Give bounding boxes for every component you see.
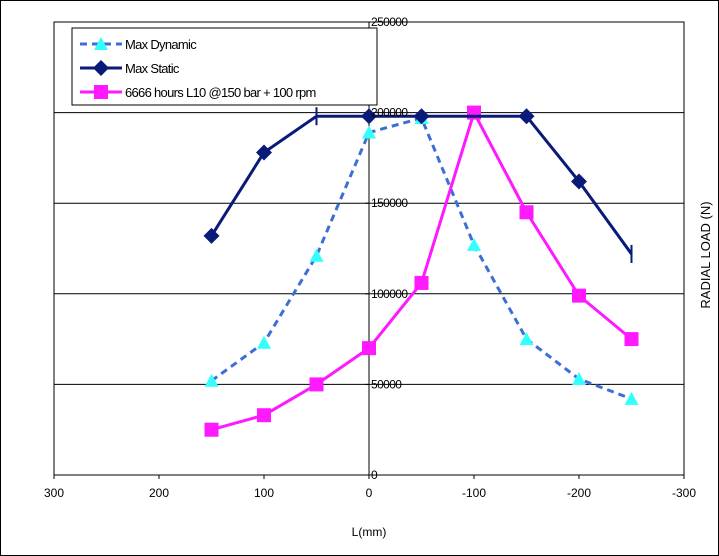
- y-axis-label: RADIAL LOAD (N): [698, 201, 713, 308]
- data-point-max-dynamic: [362, 125, 376, 139]
- y-tick-label: 250000: [371, 15, 408, 29]
- data-point-l10-life: [572, 288, 586, 303]
- data-point-max-dynamic: [257, 335, 271, 349]
- data-point-l10-life: [362, 341, 376, 356]
- y-tick-label: 200000: [371, 106, 408, 120]
- data-point-l10-life: [624, 332, 639, 347]
- legend-marker-l10-life: [94, 85, 108, 99]
- legend-marker-max-static: [93, 60, 109, 76]
- data-point-max-dynamic: [572, 371, 586, 385]
- y-tick-label: 50000: [371, 377, 402, 391]
- data-point-max-dynamic: [309, 248, 324, 262]
- legend-label-l10-life: 6666 hours L10 @150 bar + 100 rpm: [125, 85, 316, 100]
- x-tick-label: 100: [254, 486, 274, 500]
- data-point-l10-life: [309, 377, 324, 392]
- data-point-max-static: [571, 173, 587, 190]
- x-tick-label: -200: [567, 486, 591, 500]
- legend-marker-max-dynamic: [94, 37, 108, 50]
- data-point-max-static: [203, 227, 220, 244]
- x-tick-label: -300: [672, 486, 696, 500]
- data-point-max-static: [518, 108, 535, 125]
- data-point-max-static: [256, 144, 272, 161]
- data-point-l10-life: [519, 205, 534, 220]
- data-point-max-static: [413, 108, 430, 125]
- data-point-max-dynamic: [519, 332, 534, 346]
- data-point-l10-life: [204, 422, 219, 437]
- data-point-max-dynamic: [204, 373, 219, 387]
- data-point-l10-life: [257, 408, 271, 423]
- y-tick-label: 150000: [371, 196, 408, 210]
- data-point-max-static: [361, 108, 377, 125]
- series-layer: [203, 105, 639, 437]
- x-tick-label: 300: [44, 486, 64, 500]
- x-tick-label: 200: [149, 486, 169, 500]
- data-point-l10-life: [414, 275, 429, 290]
- series-max-static: [203, 107, 633, 263]
- x-axis-label: L(mm): [352, 525, 387, 539]
- tick-labels: 0 50000 100000 150000 200000 250000 300 200 100 0…: [44, 15, 696, 500]
- data-point-max-dynamic: [467, 237, 481, 251]
- data-point-max-dynamic: [624, 391, 639, 405]
- x-tick-label: -100: [462, 486, 486, 500]
- y-tick-label: 0: [371, 468, 378, 482]
- x-tick-label: 0: [366, 486, 373, 500]
- legend-label-max-static: Max Static: [125, 61, 180, 76]
- legend-box: [71, 27, 378, 106]
- legend-label-max-dynamic: Max Dynamic: [125, 37, 197, 52]
- legend: Max Dynamic Max Static 6666 hours L10 @150…: [71, 27, 378, 106]
- series-l10-life: [204, 105, 639, 437]
- y-tick-label: 100000: [371, 287, 408, 301]
